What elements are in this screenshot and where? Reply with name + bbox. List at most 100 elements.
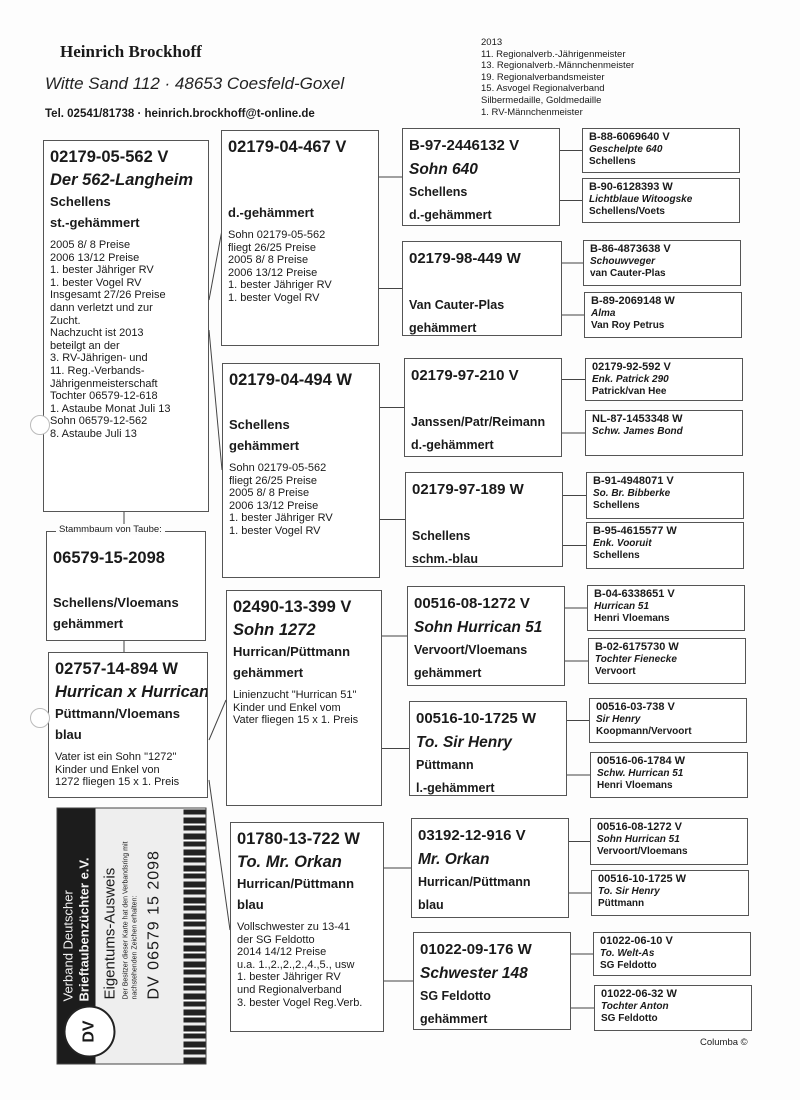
color: d.-gehämmert [228,205,314,220]
note-line: Linienzucht "Hurrican 51" [233,689,357,701]
connector-line [208,329,223,471]
ownership-card-image: Verband Deutscher Brieftaubenzüchter e.V… [56,807,207,1065]
pigeon-card: 02490-13-399 V Sohn 1272 Hurrican/Püttmann… [226,590,382,806]
ring-number: B-95-4615577 W [593,525,677,537]
pigeon-card: 02179-05-562 V Der 562-Langheim Schellens s… [43,140,209,512]
note-line: 2005 8/ 8 Preise [228,254,309,267]
ring-number: 02179-04-494 W [229,371,352,389]
pigeon-card: 00516-08-1272 V Sohn Hurrican 51 Vervoort/… [590,818,748,865]
pigeon-name: Alma [591,308,616,319]
color: gehämmert [409,321,477,335]
owner-name: Heinrich Brockhoff [60,42,202,61]
ring-number: 01022-06-10 V [600,935,673,947]
pigeon-card: 00516-06-1784 W Schw. Hurrican 51 Henri Vl… [590,752,748,798]
ring-number: 01780-13-722 W [237,830,360,848]
pigeon-card: 01780-13-722 W To. Mr. Orkan Hurrican/Pütt… [230,822,384,1032]
breeder: Hurrican/Püttmann [233,644,351,659]
ring-number: 02179-92-592 V [592,361,671,373]
note-line: Insgesamt 27/26 Preise [50,289,166,302]
ring-number: 06579-15-2098 [53,549,165,567]
note-line: 1. Astaube Monat Juli 13 [50,402,171,415]
ring-number: 02179-97-189 W [412,481,524,498]
note-line: Zucht. [50,314,81,327]
note-line: 11. Reg.-Verbands- [50,364,145,377]
achievement-line: 15. Asvogel Regionalverband [481,83,605,95]
breeder: Püttmann/Vloemans [55,706,180,721]
note-line: 8. Astaube Juli 13 [50,427,137,440]
pigeon-name: Schw. James Bond [592,426,683,437]
pigeon-name: Enk. Vooruit [593,538,652,549]
pigeon-name: Sir Henry [596,714,641,725]
note-line: 1. bester Jähriger RV [237,971,341,984]
color: blau [55,727,82,742]
pigeon-name: Sohn Hurrican 51 [414,619,543,636]
breeder: Schellens [409,185,468,199]
performance-notes: Sohn 02179-05-562 fliegt 26/25 Preise 2005… [228,229,372,305]
performance-notes: 2005 8/ 8 Preise 2006 13/12 Preise 1. best… [50,239,202,441]
note-line: 2006 13/12 Preise [50,251,140,264]
note-line: Vater ist ein Sohn "1272" [55,751,177,763]
pigeon-card: 02179-04-494 W Schellens gehämmert Sohn 021… [222,363,380,578]
achievement-line: 2013 [481,37,503,48]
pigeon-name: Hurrican 51 [594,601,650,612]
note-line: Vater fliegen 15 x 1. Preis [233,714,359,727]
dv-logo: DV [63,1005,116,1058]
note-line: 1. bester Vogel RV [229,524,321,537]
pigeon-card: B-91-4948071 V So. Br. Bibberke Schellens [586,472,744,519]
ring-number: 02179-97-210 V [411,367,519,384]
pigeon-card: 02179-04-467 V d.-gehämmert Sohn 02179-05-… [221,130,379,346]
pigeon-card: 02757-14-894 W Hurrican x Hurrican Püttman… [48,652,208,798]
pigeon-name: To. Welt-As [600,948,655,959]
card-org-line2: Brieftaubenzüchter e.V. [76,857,92,1002]
pigeon-card: 03192-12-916 V Mr. Orkan Hurrican/Püttmann… [411,818,569,918]
pigeon-name: Sohn 640 [409,161,478,178]
color: gehämmert [420,1012,488,1026]
copyright: Columba © [700,1037,748,1048]
note-line: 2006 13/12 Preise [228,266,318,279]
breeder: Van Roy Petrus [591,320,665,331]
breeder: Hurrican/Püttmann [418,875,531,889]
ring-number: B-88-6069640 V [589,131,670,143]
breeder: Patrick/van Hee [592,386,667,397]
note-line: 1272 fliegen 15 x 1. Preis [55,776,180,789]
color: gehämmert [414,666,482,680]
pigeon-name: Der 562-Langheim [50,171,194,189]
pigeon-name [412,503,556,525]
ring-number: 00516-08-1272 V [597,821,683,833]
ring-number: 02757-14-894 W [55,660,178,678]
breeder: Schellens [589,156,636,167]
pigeon-card: 00516-10-1725 W To. Sir Henry Püttmann [591,870,749,916]
pigeon-name: To. Sir Henry [416,734,512,751]
breeder: van Cauter-Plas [590,268,666,279]
note-line: 1. bester Vogel RV [50,276,142,289]
ring-number: 01022-06-32 W [601,988,677,1000]
pigeon-name: Enk. Patrick 290 [592,374,669,385]
breeder: SG Feldotto [600,960,657,971]
pigeon-name [53,570,199,592]
pigeon-card: 06579-15-2098 Schellens/Vloemans gehämmert [46,531,206,641]
breeder: Schellens [229,417,290,432]
pigeon-name: To. Sir Henry [598,886,660,897]
breeder: Henri Vloemans [594,613,670,624]
pigeon-name: Tochter Fienecke [595,654,677,665]
punch-hole [30,415,50,435]
card-decorative-border [183,808,206,1064]
ring-number: B-97-2446132 V [409,137,520,154]
note-line: fliegt 26/25 Preise [229,474,318,487]
pigeon-name: Schw. Hurrican 51 [597,768,684,779]
owner-address: Witte Sand 112 · 48653 Coesfeld-Goxel [45,74,345,93]
note-line: dann verletzt und zur [50,301,153,314]
pigeon-card: NL-87-1453348 W Schw. James Bond [585,410,743,456]
card-title: Eigentums-Ausweis [101,867,119,1000]
ring-number: 02179-04-467 V [228,138,347,156]
breeder: Hurrican/Püttmann [237,876,355,891]
breeder: Vervoort/Vloemans [597,846,688,857]
note-line: der SG Feldotto [237,933,315,946]
pigeon-card: B-04-6338651 V Hurrican 51 Henri Vloemans [587,585,745,631]
stammbaum-label: Stammbaum von Taube: [56,524,165,535]
ring-number: 00516-08-1272 V [414,595,530,612]
note-line: Jährigenmeisterschaft [50,377,158,390]
breeder: Van Cauter-Plas [409,298,505,312]
breeder: Schellens [412,529,471,543]
breeder: Schellens [593,500,640,511]
